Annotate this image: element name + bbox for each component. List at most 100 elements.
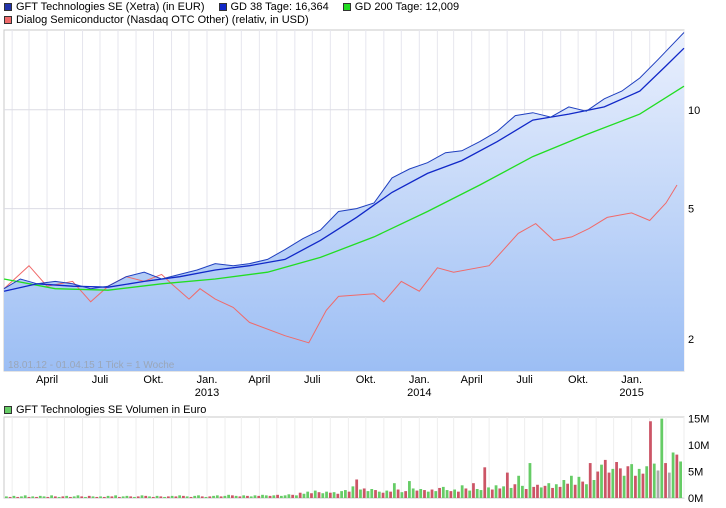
x-tick-label: Juli xyxy=(304,374,321,386)
volume-bar xyxy=(596,471,600,498)
volume-bar xyxy=(611,468,615,498)
x-tick-label: Jan. xyxy=(409,374,430,386)
volume-bar xyxy=(675,454,679,498)
legend-dialog[interactable]: Dialog Semiconductor (Nasdaq OTC Other) … xyxy=(4,14,309,26)
volume-bar xyxy=(264,495,268,498)
volume-bar xyxy=(238,496,242,498)
volume-bar xyxy=(129,496,133,498)
x-tick-year: 2013 xyxy=(195,387,219,399)
volume-bar xyxy=(106,495,110,498)
volume-bars xyxy=(5,418,682,498)
series-line-gd38 xyxy=(3,47,685,292)
volume-y-axis: 15M 10M 5M 0M xyxy=(688,414,709,505)
volume-bar xyxy=(155,495,159,498)
volume-bar xyxy=(20,496,23,498)
volume-bar xyxy=(521,485,524,498)
volume-bar xyxy=(626,466,630,498)
legend-gd200-label: GD 200 Tage: 12,009 xyxy=(354,0,460,13)
volume-bar xyxy=(99,496,102,498)
series-line-gft xyxy=(3,32,685,290)
volume-bar xyxy=(242,495,246,498)
volume-bar xyxy=(389,491,392,498)
volume-bar xyxy=(536,484,539,498)
volume-bar xyxy=(276,494,279,498)
volume-bar xyxy=(189,496,193,498)
volume-bar xyxy=(411,488,415,498)
volume-bar xyxy=(430,489,434,498)
volume-bar xyxy=(408,481,411,498)
legend-volume[interactable]: GFT Technologies SE Volumen in Euro xyxy=(4,404,206,416)
y-tick-label: 5 xyxy=(688,204,694,216)
price-series-lines xyxy=(3,32,685,344)
volume-bar xyxy=(166,496,170,498)
volume-bar xyxy=(174,496,178,498)
volume-bar xyxy=(656,470,660,498)
legend-dialog-label: Dialog Semiconductor (Nasdaq OTC Other) … xyxy=(16,13,309,26)
x-tick-label: Jan. xyxy=(621,374,642,386)
volume-bar xyxy=(449,491,453,498)
volume-bar xyxy=(72,496,76,498)
x-tick-label: Juli xyxy=(92,374,109,386)
volume-bar xyxy=(622,475,626,498)
volume-bar xyxy=(359,489,362,498)
volume-bar xyxy=(607,472,611,498)
volume-bar xyxy=(76,495,80,498)
volume-bar xyxy=(487,487,490,498)
volume-bar xyxy=(178,495,182,498)
volume-bar xyxy=(114,495,117,498)
volume-bar xyxy=(366,491,370,498)
volume-bar xyxy=(272,495,276,498)
volume-bar xyxy=(5,496,8,498)
legend-gft[interactable]: GFT Technologies SE (Xetra) (in EUR) xyxy=(4,1,205,13)
volume-bar xyxy=(185,496,189,498)
volume-bar xyxy=(532,486,536,498)
series-line-gd200 xyxy=(3,85,685,291)
volume-bar xyxy=(125,495,129,498)
volume-bar xyxy=(227,494,230,498)
x-tick-label: Okt. xyxy=(568,374,588,386)
volume-y-tick-label: 10M xyxy=(688,440,709,452)
volume-bar xyxy=(671,452,675,498)
legend-dialog-swatch xyxy=(4,15,12,24)
volume-bar xyxy=(494,485,498,498)
volume-bar xyxy=(140,495,144,498)
volume-bar xyxy=(479,490,483,498)
volume-bar xyxy=(562,480,566,498)
y-tick-label: 10 xyxy=(688,105,700,117)
legend-gft-label: GFT Technologies SE (Xetra) (in EUR) xyxy=(16,0,205,13)
volume-bar xyxy=(65,495,69,498)
volume-bar xyxy=(84,496,87,498)
volume-bar xyxy=(645,466,649,498)
volume-bar xyxy=(505,472,509,498)
legend-gd200-swatch xyxy=(342,2,351,11)
volume-bar xyxy=(42,496,46,498)
date-range-info: 18.01.12 - 01.04.15 1 Tick = 1 Woche xyxy=(8,360,175,371)
volume-bar xyxy=(61,496,65,498)
legend-gd38-swatch xyxy=(218,2,227,11)
volume-bar xyxy=(69,496,72,498)
volume-bar xyxy=(438,487,441,498)
volume-bar xyxy=(667,472,671,498)
volume-bar xyxy=(182,495,185,498)
volume-bar xyxy=(588,463,592,498)
volume-bar xyxy=(321,493,325,498)
volume-y-tick-label: 15M xyxy=(688,414,709,426)
volume-bar xyxy=(660,418,664,498)
x-tick-year: 2014 xyxy=(407,387,431,399)
x-tick-label: Okt. xyxy=(356,374,376,386)
volume-bar xyxy=(8,496,12,498)
volume-bar xyxy=(291,494,295,498)
volume-bar xyxy=(502,486,505,498)
volume-bar xyxy=(679,461,682,498)
x-tick-label: April xyxy=(461,374,483,386)
volume-bar xyxy=(445,490,449,498)
volume-bar xyxy=(539,487,543,498)
volume-bar xyxy=(577,476,581,498)
legend-gd200[interactable]: GD 200 Tage: 12,009 xyxy=(342,0,460,13)
volume-bar xyxy=(547,483,551,498)
legend-gft-swatch xyxy=(4,2,12,11)
volume-bar xyxy=(351,486,355,498)
volume-bar xyxy=(573,484,577,498)
legend-gd38[interactable]: GD 38 Tage: 16,364 xyxy=(218,1,329,13)
